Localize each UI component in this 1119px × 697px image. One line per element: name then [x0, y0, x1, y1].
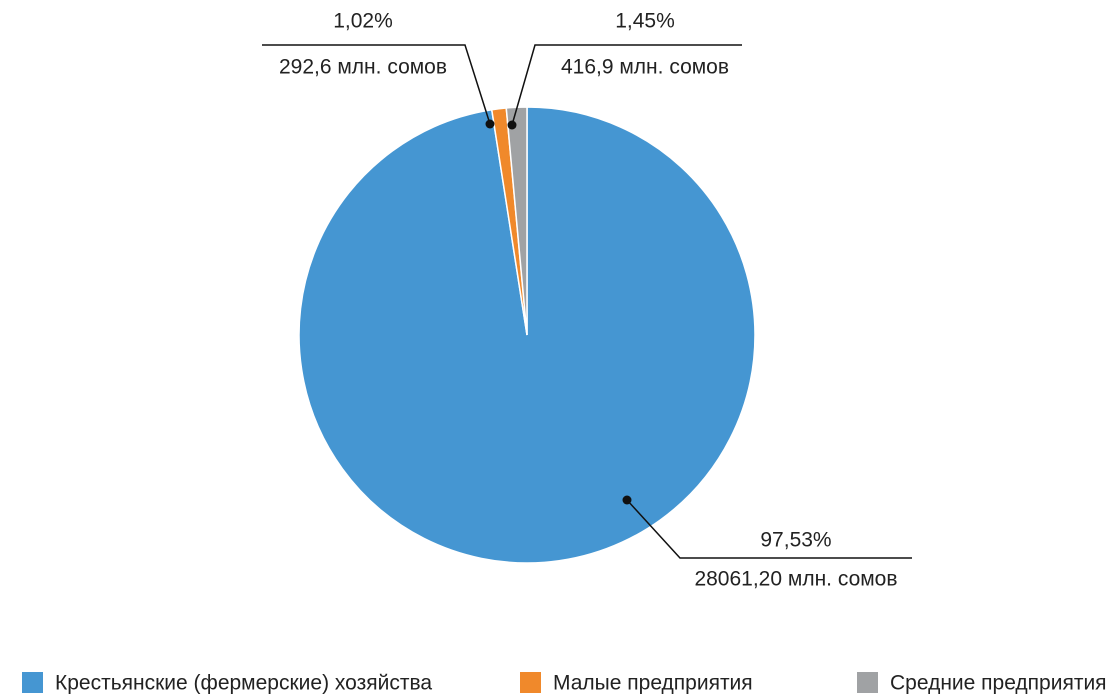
legend-swatch	[22, 672, 43, 693]
leader-dot	[622, 495, 632, 505]
legend-swatch	[857, 672, 878, 693]
leader-line	[511, 44, 742, 126]
amount-label: 28061,20 млн. сомов	[694, 568, 897, 591]
legend-label: Крестьянские (фермерские) хозяйства	[55, 672, 432, 695]
percent-label: 97,53%	[760, 529, 831, 552]
leader-dot	[485, 119, 495, 129]
legend-label: Малые предприятия	[553, 672, 753, 695]
percent-label: 1,45%	[615, 10, 675, 33]
amount-label: 292,6 млн. сомов	[279, 56, 447, 79]
legend-label: Средние предприятия	[890, 672, 1107, 695]
leader-line	[262, 44, 491, 125]
leader-line	[626, 499, 912, 559]
legend-swatch	[520, 672, 541, 693]
amount-label: 416,9 млн. сомов	[561, 56, 729, 79]
percent-label: 1,02%	[333, 10, 393, 33]
leader-dot	[507, 120, 517, 130]
